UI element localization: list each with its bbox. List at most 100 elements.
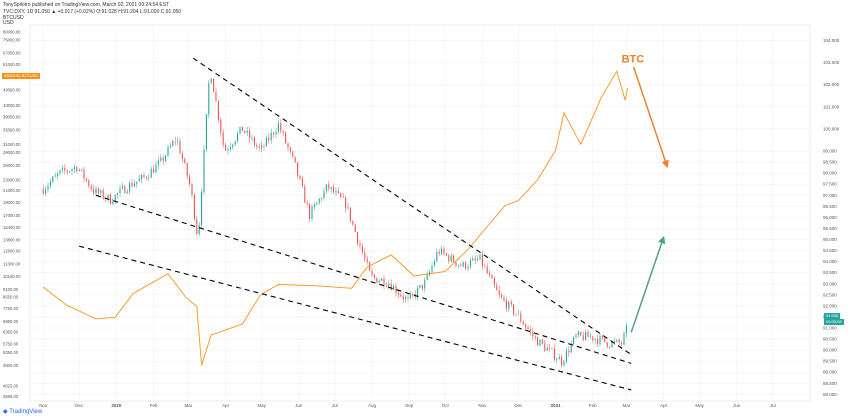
x-tick-label: Mar bbox=[623, 403, 631, 408]
candle-body bbox=[549, 347, 551, 349]
candle-body bbox=[402, 296, 404, 300]
x-tick-label: Jul bbox=[332, 403, 338, 408]
x-tick-label: May bbox=[695, 403, 704, 408]
candle-body bbox=[366, 258, 368, 263]
projection-arrow-down bbox=[632, 66, 669, 168]
btc-price-badge: 49928.51 BTCUSD bbox=[2, 73, 41, 79]
candle-body bbox=[611, 341, 613, 348]
candle-body bbox=[88, 180, 90, 187]
candle-body bbox=[133, 183, 135, 187]
candle-body bbox=[261, 145, 263, 148]
candle-body bbox=[174, 141, 176, 142]
right-y-tick-label: 89.000 bbox=[823, 370, 837, 375]
candle-body bbox=[227, 149, 229, 151]
left-y-tick-label: 43000.00 bbox=[3, 103, 21, 108]
candle-body bbox=[340, 193, 342, 198]
candle-body bbox=[335, 191, 337, 193]
candle-body bbox=[285, 132, 287, 144]
right-y-tick-label: 98.000 bbox=[823, 171, 837, 176]
candle-body bbox=[388, 283, 390, 286]
left-y-tick-label: 21000.00 bbox=[3, 188, 21, 193]
right-y-tick-label: 88.000 bbox=[823, 392, 837, 397]
candle-body bbox=[441, 248, 443, 254]
candle-body bbox=[587, 331, 589, 338]
candle-body bbox=[304, 186, 306, 203]
candle-body bbox=[64, 168, 66, 171]
candle-body bbox=[522, 321, 524, 325]
candle-body bbox=[520, 313, 522, 322]
candle-body bbox=[465, 262, 467, 269]
left-y-tick-label: 19000.00 bbox=[3, 200, 21, 205]
candle-body bbox=[395, 285, 397, 294]
candle-body bbox=[191, 184, 193, 195]
candle-body bbox=[582, 335, 584, 341]
right-y-tick-label: 104.000 bbox=[823, 38, 840, 43]
x-tick-label: Aug bbox=[368, 403, 377, 408]
candle-body bbox=[563, 361, 565, 366]
symbol-info-line: TVC:DXY, 1D 91.050 ▲ +0.017 (+0.02%) O:9… bbox=[3, 9, 182, 15]
candle-body bbox=[256, 145, 258, 147]
candle-body bbox=[481, 254, 483, 267]
candle-body bbox=[537, 337, 539, 346]
candle-body bbox=[347, 207, 349, 209]
right-y-tick-label: 90.500 bbox=[823, 337, 837, 342]
candle-body bbox=[306, 202, 308, 204]
candle-body bbox=[498, 290, 500, 295]
candle-body bbox=[78, 169, 80, 171]
right-y-tick-label: 101.000 bbox=[823, 104, 840, 109]
candle-body bbox=[556, 359, 558, 360]
candle-body bbox=[73, 166, 75, 170]
candle-body bbox=[177, 140, 179, 142]
candle-body bbox=[309, 203, 311, 219]
left-y-tick-label: 17000.00 bbox=[3, 213, 21, 218]
candle-body bbox=[313, 204, 315, 207]
candle-body bbox=[330, 186, 332, 189]
candle-body bbox=[102, 190, 104, 199]
candle-body bbox=[181, 153, 183, 160]
tradingview-logo[interactable]: ◆ TradingView bbox=[3, 408, 42, 415]
candle-body bbox=[573, 337, 575, 344]
candle-body bbox=[575, 334, 577, 338]
candle-body bbox=[539, 339, 541, 346]
candle-body bbox=[273, 132, 275, 135]
candle-body bbox=[371, 270, 373, 276]
x-tick-label: Dec bbox=[514, 403, 523, 408]
candle-body bbox=[333, 186, 335, 193]
candle-body bbox=[263, 145, 265, 147]
candle-body bbox=[544, 343, 546, 351]
tradingview-logo-icon: ◆ bbox=[3, 409, 8, 415]
x-tick-label: Feb bbox=[150, 403, 158, 408]
right-y-tick-label: 92.000 bbox=[823, 303, 837, 308]
candle-body bbox=[515, 314, 517, 315]
candle-body bbox=[76, 166, 78, 171]
left-y-tick-label: 5350.00 bbox=[3, 350, 19, 355]
right-y-tick-label: 99.000 bbox=[823, 149, 837, 154]
left-y-tick-label: 75000.00 bbox=[3, 37, 21, 42]
right-y-tick-label: 95.500 bbox=[823, 226, 837, 231]
right-y-tick-label: 92.500 bbox=[823, 292, 837, 297]
left-y-tick-label: 26000.00 bbox=[3, 163, 21, 168]
candle-body bbox=[561, 357, 563, 366]
right-y-tick-label: 90.000 bbox=[823, 348, 837, 353]
left-y-tick-label: 80000.00 bbox=[3, 30, 21, 35]
candle-body bbox=[510, 301, 512, 305]
candle-body bbox=[229, 147, 231, 150]
candle-body bbox=[217, 100, 219, 120]
candle-body bbox=[203, 149, 205, 193]
candle-body bbox=[486, 266, 488, 274]
x-tick-label: Apr bbox=[660, 403, 668, 408]
candle-body bbox=[613, 341, 615, 342]
candle-body bbox=[186, 163, 188, 177]
candle-body bbox=[301, 178, 303, 187]
candle-body bbox=[601, 336, 603, 338]
candle-body bbox=[328, 184, 330, 189]
candle-body bbox=[534, 336, 536, 338]
candle-body bbox=[107, 194, 109, 199]
candle-body bbox=[287, 143, 289, 148]
candle-body bbox=[126, 191, 128, 194]
candle-body bbox=[460, 264, 462, 267]
candle-body bbox=[484, 266, 486, 267]
candle-body bbox=[570, 343, 572, 353]
candle-body bbox=[47, 185, 49, 190]
